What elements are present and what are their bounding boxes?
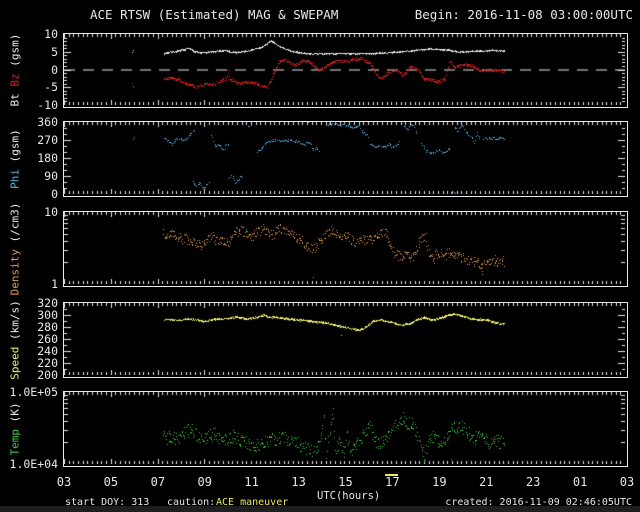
panel-density-canvas	[64, 212, 625, 284]
y-tick-label: -5	[44, 80, 58, 95]
panel-density	[63, 211, 628, 287]
x-tick-label: 15	[338, 475, 353, 489]
y-tick-label: 0	[51, 62, 58, 77]
x-tick-label: 13	[291, 475, 306, 489]
created-timestamp: created: 2016-11-09 02:46:05UTC	[445, 497, 632, 508]
plot-title: ACE RTSW (Estimated) MAG & SWEPAM	[90, 7, 339, 22]
y-tick-label: 0	[51, 187, 58, 201]
y-tick-label: 270	[37, 133, 58, 147]
ylabel-temp: Temp (K)	[9, 403, 22, 456]
x-tick-label: 05	[103, 475, 119, 489]
panel-temp	[63, 391, 628, 467]
maneuver-marker	[385, 474, 398, 476]
x-tick-label: 17	[385, 475, 400, 489]
begin-timestamp: Begin: 2016-11-08 03:00:00UTC	[414, 7, 633, 22]
y-tick-label: 320	[37, 296, 58, 310]
y-tick-label: 180	[37, 151, 58, 165]
x-tick-label: 03	[619, 475, 635, 489]
caution-label: caution:	[167, 497, 216, 508]
x-tick-label: 21	[479, 475, 494, 489]
panel-phi-canvas	[64, 122, 625, 194]
y-tick-label: 240	[37, 344, 58, 358]
x-tick-label: 01	[572, 475, 588, 489]
y-tick-label: 220	[37, 356, 58, 370]
y-tick-label: 5	[51, 44, 58, 59]
bottom-strip	[0, 506, 640, 512]
x-tick-label: 19	[432, 475, 447, 489]
panel-temp-canvas	[64, 392, 625, 464]
x-tick-label: 23	[525, 475, 541, 489]
panel-speed-canvas	[64, 303, 625, 375]
panel-speed	[63, 302, 628, 378]
ylabel-part: (K)	[8, 402, 22, 429]
x-tick-label: 07	[150, 475, 166, 489]
x-tick-label: 09	[197, 475, 212, 489]
panel-bt-bz-canvas	[64, 34, 625, 105]
ylabel-part: Temp	[8, 429, 22, 456]
start-doy-label: start DOY: 313	[65, 497, 150, 508]
y-tick-label: 90	[44, 169, 58, 183]
y-tick-label: 1.0E+04	[9, 457, 58, 471]
x-tick-label: 03	[56, 475, 72, 489]
y-tick-label: 10	[44, 27, 58, 41]
y-tick-label: 360	[37, 115, 58, 129]
y-tick-label: 1	[51, 277, 58, 291]
y-tick-label: 200	[37, 368, 58, 382]
y-tick-label: 260	[37, 332, 58, 346]
y-tick-label: -10	[37, 98, 58, 112]
y-tick-label: 300	[37, 308, 58, 322]
y-tick-label: 10	[44, 205, 58, 219]
x-axis-title: UTC(hours)	[317, 490, 381, 502]
panel-bt-bz	[63, 33, 628, 108]
panel-phi	[63, 121, 628, 197]
caution-value: ACE maneuver	[216, 497, 289, 508]
y-tick-label: 280	[37, 320, 58, 334]
y-tick-label: 1.0E+05	[9, 385, 58, 399]
x-tick-label: 11	[244, 475, 259, 489]
